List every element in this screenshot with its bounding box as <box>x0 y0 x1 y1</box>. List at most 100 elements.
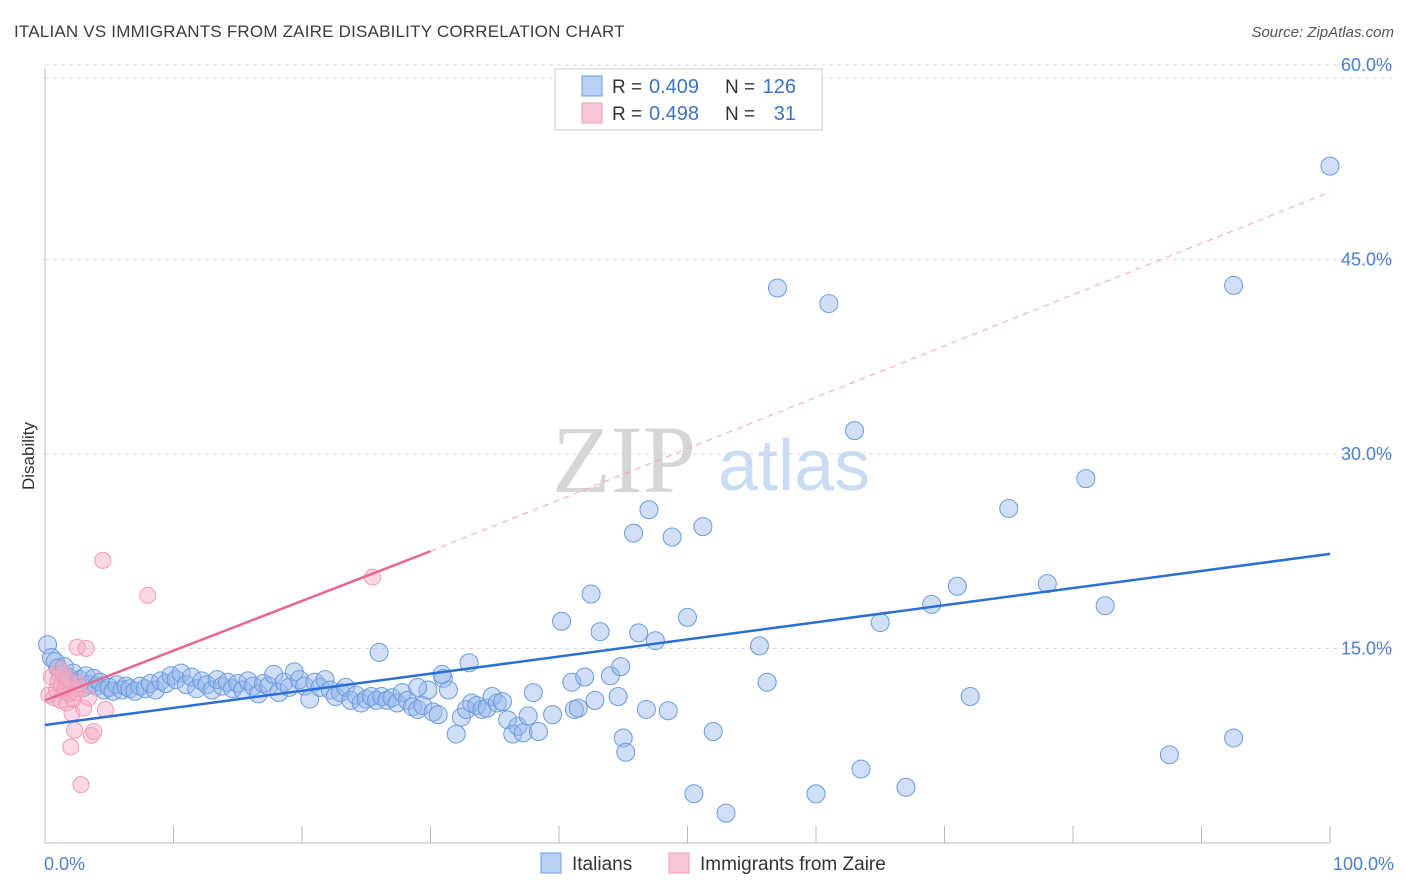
italians-point <box>38 635 58 655</box>
zaire-point <box>77 639 95 657</box>
x-tick-label: 100.0% <box>1333 854 1394 874</box>
legend: R = 0.409 N = 126 R = 0.498 N = 31 <box>554 68 823 131</box>
italians-point <box>749 636 769 656</box>
italians-point <box>757 672 777 692</box>
italians-point <box>575 667 595 687</box>
italians-point <box>693 517 713 537</box>
bottom-legend-italians: Italians <box>572 854 632 875</box>
italians-point <box>767 278 787 298</box>
italians-point <box>146 680 166 700</box>
italians-point <box>428 705 448 725</box>
italians-point <box>613 728 633 748</box>
italians-point <box>171 663 191 683</box>
zaire-point <box>66 721 84 739</box>
italians-point <box>624 523 644 543</box>
italians-point <box>1224 275 1244 295</box>
legend-r-label-2: R = <box>612 104 642 125</box>
italians-point <box>518 706 538 726</box>
axes <box>44 68 1331 844</box>
zaire-point <box>85 722 103 740</box>
italians-point <box>845 421 865 441</box>
watermark-zip: ZIP <box>552 406 696 513</box>
italians-point <box>523 683 543 703</box>
italians-point <box>684 784 704 804</box>
italians-point <box>922 594 942 614</box>
italians-trend-line <box>44 552 1331 727</box>
zaire-point <box>54 665 72 683</box>
italians-point <box>528 721 548 741</box>
italians-point <box>274 672 294 692</box>
italians-point <box>1076 469 1096 489</box>
legend-n-label-1: N = <box>725 77 755 98</box>
italians-point <box>223 679 243 699</box>
chart-title: ITALIAN VS IMMIGRANTS FROM ZAIRE DISABIL… <box>14 22 625 41</box>
italians-point <box>462 693 482 713</box>
y-tick-label: 60.0% <box>1341 55 1392 75</box>
tick-labels: 15.0% 30.0% 45.0% 60.0% 0.0% 100.0% <box>44 55 1394 874</box>
zaire-trend-line <box>44 550 431 702</box>
italians-point <box>662 527 682 547</box>
italians-point <box>703 721 723 741</box>
legend-swatch-italians <box>581 75 603 97</box>
italians-point <box>819 294 839 314</box>
italians-point <box>202 680 222 700</box>
italians-point <box>508 716 528 736</box>
italians-point <box>616 742 636 762</box>
italians-point <box>658 701 678 721</box>
legend-r-value-1: 0.409 <box>649 76 699 98</box>
italians-point <box>581 584 601 604</box>
y-tick-label: 45.0% <box>1341 249 1392 269</box>
italians-point <box>408 699 428 719</box>
italians-point <box>181 667 201 687</box>
italians-point <box>351 693 371 713</box>
italians-point <box>806 784 826 804</box>
legend-n-value-2: 31 <box>774 103 796 125</box>
italians-point <box>585 690 605 710</box>
italians-point <box>636 699 656 719</box>
italians-point <box>492 692 512 712</box>
italians-point <box>423 702 443 722</box>
italians-point <box>1159 745 1179 765</box>
legend-swatch-zaire <box>581 102 603 124</box>
italians-point <box>456 699 476 719</box>
italians-point <box>645 631 665 651</box>
legend-n-label-2: N = <box>725 104 755 125</box>
italians-point <box>543 705 563 725</box>
italians-point <box>1320 156 1340 176</box>
bottom-legend-swatch-italians <box>540 852 562 874</box>
bottom-legend-swatch-zaire <box>668 852 690 874</box>
zaire-point <box>80 689 98 707</box>
italians-point <box>896 777 916 797</box>
italians-point <box>611 657 631 677</box>
italians-point <box>217 672 237 692</box>
grid-lines <box>45 64 1392 649</box>
italians-point <box>331 683 351 703</box>
italians-point <box>851 759 871 779</box>
italians-point <box>135 679 155 699</box>
italians-point <box>562 672 582 692</box>
italians-point <box>403 697 423 717</box>
italians-point <box>999 498 1019 518</box>
zaire-point <box>75 699 93 717</box>
zaire-point <box>62 738 80 756</box>
zaire-point <box>68 638 86 656</box>
source-label: Source: ZipAtlas.com <box>1251 24 1394 41</box>
zaire-point <box>72 776 90 794</box>
italians-point <box>367 690 387 710</box>
italians-point <box>552 611 572 631</box>
italians-point <box>408 677 428 697</box>
legend-r-value-2: 0.498 <box>649 103 699 125</box>
y-tick-label: 30.0% <box>1341 444 1392 464</box>
italians-point <box>678 607 697 627</box>
italians-point <box>1224 728 1244 748</box>
italians-point <box>264 664 284 684</box>
italians-point <box>590 622 610 642</box>
bottom-legend-zaire: Immigrants from Zaire <box>700 854 886 875</box>
bottom-legend: Italians Immigrants from Zaire <box>540 852 886 875</box>
y-tick-label: 15.0% <box>1341 638 1392 658</box>
zaire-point <box>94 551 112 569</box>
legend-r-label-1: R = <box>612 77 642 98</box>
italians-point <box>151 671 171 691</box>
italians-point <box>432 664 452 684</box>
